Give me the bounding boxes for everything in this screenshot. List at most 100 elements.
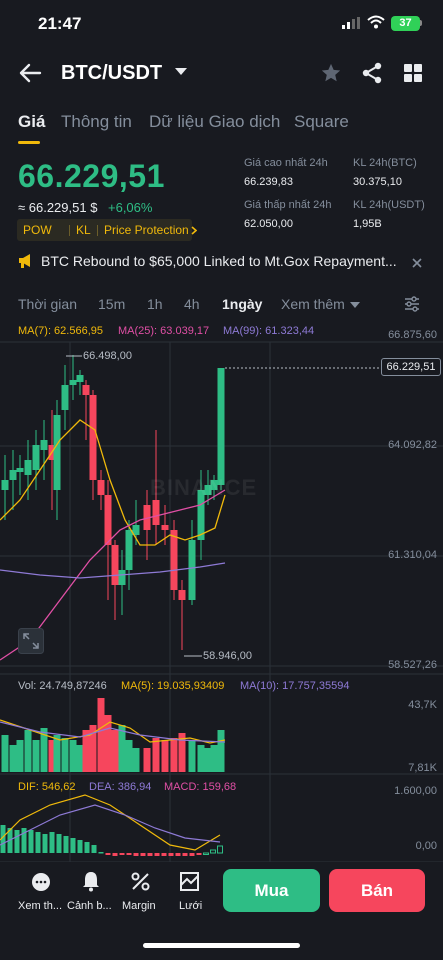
macd-histogram-bar xyxy=(182,853,188,856)
tab-info[interactable]: Thông tin xyxy=(61,112,132,131)
volume-bar xyxy=(24,730,32,772)
interval-more[interactable]: Xem thêm xyxy=(281,296,345,312)
macd-histogram-bar xyxy=(56,834,62,853)
ma99-label: MA(99): 61.323,44 xyxy=(223,325,315,337)
candle-body xyxy=(188,540,196,600)
macd-histogram-bar xyxy=(140,853,146,856)
macd-histogram-bar xyxy=(210,849,216,854)
candle-body xyxy=(32,445,40,470)
candle-body xyxy=(217,368,225,485)
candle-body xyxy=(82,385,90,395)
candle-body xyxy=(125,530,133,570)
high-24h-label: Giá cao nhất 24h xyxy=(244,157,328,169)
grid-chart-icon[interactable] xyxy=(180,872,199,891)
candle-body xyxy=(16,468,24,472)
binance-watermark: BINANCE xyxy=(150,475,258,500)
close-icon[interactable] xyxy=(411,257,423,269)
cellular-signal-icon xyxy=(342,17,360,29)
vol-btc-label: KL 24h(BTC) xyxy=(353,157,417,169)
price-axis-label: 64.092,82 xyxy=(388,439,437,451)
candle-body xyxy=(61,385,69,410)
volume-bar xyxy=(76,745,84,772)
chevron-down-icon[interactable] xyxy=(350,302,360,308)
macd-dif-label: DIF: 546,62 xyxy=(18,781,76,793)
nav-grid-label[interactable]: Lưới xyxy=(179,900,203,912)
buy-button[interactable]: Mua xyxy=(223,869,320,912)
low-24h-label: Giá thấp nhất 24h xyxy=(244,199,332,211)
macd-histogram-bar xyxy=(70,838,76,853)
macd-histogram-bar xyxy=(77,840,83,853)
candlestick-chart[interactable] xyxy=(0,318,443,862)
vol-usdt-value: 1,95B xyxy=(353,218,382,230)
chevron-right-icon xyxy=(191,226,197,235)
macd-histogram-bar xyxy=(126,853,132,855)
vol-usdt-label: KL 24h(USDT) xyxy=(353,199,425,211)
macd-histogram-bar xyxy=(168,853,174,856)
nav-margin-label[interactable]: Margin xyxy=(122,900,156,912)
macd-histogram-bar xyxy=(0,825,6,853)
tag-pow: POW xyxy=(23,223,52,237)
volume-bar xyxy=(89,725,97,772)
candle-body xyxy=(40,440,48,450)
star-icon[interactable] xyxy=(320,62,342,84)
chevron-down-icon[interactable] xyxy=(175,68,187,75)
candle-body xyxy=(9,470,17,480)
expand-icon[interactable] xyxy=(18,628,44,654)
ma99-line xyxy=(0,562,226,579)
macd-histogram-bar xyxy=(63,836,69,853)
macd-histogram-bar xyxy=(203,852,209,855)
share-icon[interactable] xyxy=(362,62,382,84)
home-indicator xyxy=(143,943,300,948)
back-arrow-icon[interactable] xyxy=(18,62,42,84)
tab-square[interactable]: Square xyxy=(294,112,349,131)
candle-body xyxy=(210,480,218,490)
volume-bar xyxy=(188,740,196,772)
volume-axis-bottom: 7,81K xyxy=(408,762,437,774)
volume-bar xyxy=(69,740,77,772)
interval-15m[interactable]: 15m xyxy=(98,296,126,312)
chart-settings-icon[interactable] xyxy=(404,296,420,312)
tab-trading-data[interactable]: Dữ liệu Giao dịch xyxy=(149,112,281,131)
interval-1d[interactable]: 1ngày xyxy=(222,296,263,312)
volume-bar xyxy=(61,738,69,772)
volume-bar xyxy=(1,735,9,772)
macd-axis-top: 1.600,00 xyxy=(394,785,437,797)
price-axis-label: 58.527,26 xyxy=(388,659,437,671)
volume-bar xyxy=(132,748,140,772)
volume-bar xyxy=(82,730,90,772)
macd-histogram-bar xyxy=(105,853,111,855)
trading-pair-selector[interactable]: BTC/USDT xyxy=(61,62,163,84)
ma7-label: MA(7): 62.566,95 xyxy=(18,325,103,337)
macd-histogram-bar xyxy=(49,832,55,853)
macd-histogram-bar xyxy=(133,853,139,856)
sell-button[interactable]: Bán xyxy=(329,869,425,912)
battery-indicator: 37 xyxy=(391,16,420,31)
chat-dots-icon[interactable] xyxy=(31,872,51,892)
candle-body xyxy=(204,485,212,495)
candle-body xyxy=(69,380,77,385)
asset-tags[interactable]: POW KL Price Protection xyxy=(17,219,197,241)
tab-price[interactable]: Giá xyxy=(18,112,46,131)
volume-bar xyxy=(178,733,186,772)
interval-time[interactable]: Thời gian xyxy=(18,296,77,312)
macd-histogram-bar xyxy=(154,853,160,856)
megaphone-icon xyxy=(19,254,30,268)
ma25-label: MA(25): 63.039,17 xyxy=(118,325,210,337)
macd-dif-line xyxy=(0,794,221,851)
interval-4h[interactable]: 4h xyxy=(184,296,200,312)
macd-value-label: MACD: 159,68 xyxy=(164,781,237,793)
candle-body xyxy=(197,490,205,540)
tag-divider xyxy=(69,225,70,236)
fiat-price: ≈ 66.229,51 $ xyxy=(18,200,98,215)
candle-body xyxy=(53,415,61,490)
nav-more-label[interactable]: Xem th... xyxy=(18,900,63,912)
bell-icon[interactable] xyxy=(82,871,100,892)
nav-alert-label[interactable]: Cảnh b... xyxy=(67,900,112,912)
macd-dea-label: DEA: 386,94 xyxy=(89,781,152,793)
macd-histogram-bar xyxy=(217,845,223,854)
percent-icon[interactable] xyxy=(131,872,150,891)
interval-1h[interactable]: 1h xyxy=(147,296,163,312)
low-24h-value: 62.050,00 xyxy=(244,218,293,230)
news-headline[interactable]: BTC Rebound to $65,000 Linked to Mt.Gox … xyxy=(41,253,397,269)
grid-layout-icon[interactable] xyxy=(404,64,422,82)
